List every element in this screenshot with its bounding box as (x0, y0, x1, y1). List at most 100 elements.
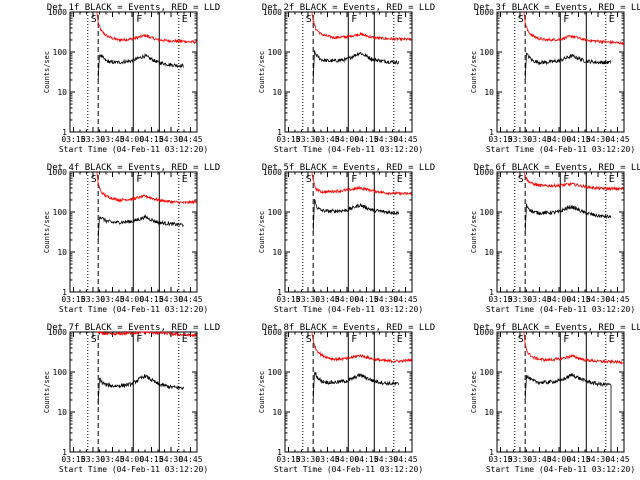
x-tick-label: 04:45 (393, 295, 417, 304)
y-tick-label: 10 (484, 88, 494, 97)
y-tick-label: 100 (480, 48, 495, 57)
marker-label-f: F (351, 174, 357, 185)
y-tick-label: 100 (53, 208, 68, 217)
x-tick-label: 04:45 (605, 295, 629, 304)
chart-title: Det 6f BLACK = Events, RED = LLD (474, 163, 640, 173)
chart-title: Det 2f BLACK = Events, RED = LLD (262, 3, 435, 13)
y-tick-label: 1000 (48, 168, 67, 177)
x-tick-label: 03:15 (488, 135, 512, 144)
x-tick-label: 04:30 (374, 295, 398, 304)
x-tick-label: 04:00 (335, 135, 359, 144)
y-tick-label: 100 (53, 368, 68, 377)
marker-label-f: F (136, 334, 142, 345)
marker-label-e: E (182, 14, 188, 25)
lld-series-line (523, 331, 624, 365)
y-axis-label: Counts/sec (43, 51, 51, 93)
x-tick-label: 03:30 (81, 135, 105, 144)
x-tick-label: 04:15 (139, 455, 163, 464)
x-tick-label: 03:30 (81, 295, 105, 304)
chart-panel-1: Det 1f BLACK = Events, RED = LLD 1 10 100 10… (43, 3, 220, 154)
x-axis-label: Start Time (04-Feb-11 03:12:20) (486, 465, 635, 474)
y-axis-label: Counts/sec (258, 371, 266, 413)
chart-title: Det 1f BLACK = Events, RED = LLD (47, 3, 220, 13)
x-tick-label: 04:15 (566, 455, 590, 464)
x-tick-label: 03:30 (508, 135, 532, 144)
marker-label-s: S (306, 334, 312, 345)
y-tick-label: 100 (268, 368, 283, 377)
lld-series-line (96, 11, 197, 45)
x-tick-label: 03:15 (276, 135, 300, 144)
x-tick-label: 04:00 (547, 295, 571, 304)
events-series-line (97, 214, 185, 241)
x-tick-label: 04:30 (159, 455, 183, 464)
y-axis-label: Counts/sec (258, 51, 266, 93)
x-tick-label: 03:15 (276, 295, 300, 304)
marker-label-f: F (136, 14, 142, 25)
chart-panel-2: Det 2f BLACK = Events, RED = LLD 1 10 100 10… (258, 3, 435, 154)
x-tick-label: 04:45 (393, 455, 417, 464)
y-tick-label: 100 (480, 208, 495, 217)
y-tick-label: 1 (489, 128, 494, 137)
x-tick-label: 04:15 (139, 135, 163, 144)
x-tick-label: 04:00 (335, 295, 359, 304)
chart-title: Det 4f BLACK = Events, RED = LLD (47, 163, 220, 173)
y-tick-label: 1 (62, 448, 67, 457)
y-tick-label: 1000 (263, 8, 282, 17)
chart-panel-3: Det 3f BLACK = Events, RED = LLD 1 10 100 10… (470, 3, 640, 154)
y-tick-label: 1 (489, 448, 494, 457)
x-tick-label: 04:00 (547, 135, 571, 144)
x-tick-label: 03:30 (508, 295, 532, 304)
marker-label-s: S (518, 174, 524, 185)
x-tick-label: 04:30 (586, 135, 610, 144)
marker-label-e: E (609, 174, 615, 185)
chart-title: Det 9f BLACK = Events, RED = LLD (474, 323, 640, 333)
x-tick-label: 04:00 (120, 135, 144, 144)
marker-label-f: F (351, 14, 357, 25)
x-tick-label: 04:45 (178, 295, 202, 304)
y-tick-label: 1000 (48, 8, 67, 17)
x-tick-label: 03:45 (315, 295, 339, 304)
x-tick-label: 03:15 (61, 135, 85, 144)
y-tick-label: 1 (277, 448, 282, 457)
lld-series-line (523, 11, 624, 46)
x-tick-label: 03:15 (61, 295, 85, 304)
x-tick-label: 04:45 (605, 455, 629, 464)
y-tick-label: 10 (272, 248, 282, 257)
x-tick-label: 03:30 (81, 455, 105, 464)
x-tick-label: 04:45 (393, 135, 417, 144)
x-tick-label: 04:15 (354, 135, 378, 144)
chart-title: Det 7f BLACK = Events, RED = LLD (47, 323, 220, 333)
x-tick-label: 03:45 (315, 135, 339, 144)
y-tick-label: 1000 (475, 328, 494, 337)
chart-panel-6: Det 6f BLACK = Events, RED = LLD 1 10 100 10… (470, 163, 640, 314)
x-tick-label: 03:45 (527, 135, 551, 144)
lld-series-line (311, 11, 412, 42)
x-axis-label: Start Time (04-Feb-11 03:12:20) (59, 305, 208, 314)
x-tick-label: 04:30 (159, 295, 183, 304)
x-tick-label: 03:30 (296, 295, 320, 304)
y-axis-label: Counts/sec (43, 371, 51, 413)
lld-series-line (311, 171, 412, 196)
x-tick-label: 03:15 (488, 455, 512, 464)
x-tick-label: 03:30 (296, 455, 320, 464)
y-axis-label: Counts/sec (43, 211, 51, 253)
y-tick-label: 10 (484, 248, 494, 257)
chart-panel-9: Det 9f BLACK = Events, RED = LLD 1 10 100 10… (470, 323, 640, 474)
chart-panel-8: Det 8f BLACK = Events, RED = LLD 1 10 100 10… (258, 323, 435, 474)
x-tick-label: 04:30 (159, 135, 183, 144)
x-tick-label: 03:45 (100, 455, 124, 464)
events-series-line (524, 203, 612, 233)
marker-label-f: F (136, 174, 142, 185)
y-tick-label: 100 (268, 48, 283, 57)
marker-label-e: E (182, 174, 188, 185)
y-tick-label: 10 (484, 408, 494, 417)
marker-label-s: S (518, 334, 524, 345)
x-tick-label: 04:30 (586, 295, 610, 304)
events-series-line (312, 371, 400, 401)
y-axis-label: Counts/sec (470, 371, 478, 413)
y-axis-label: Counts/sec (470, 51, 478, 93)
chart-title: Det 3f BLACK = Events, RED = LLD (474, 3, 640, 13)
marker-label-e: E (182, 334, 188, 345)
x-tick-label: 04:30 (374, 135, 398, 144)
marker-label-f: F (563, 334, 569, 345)
